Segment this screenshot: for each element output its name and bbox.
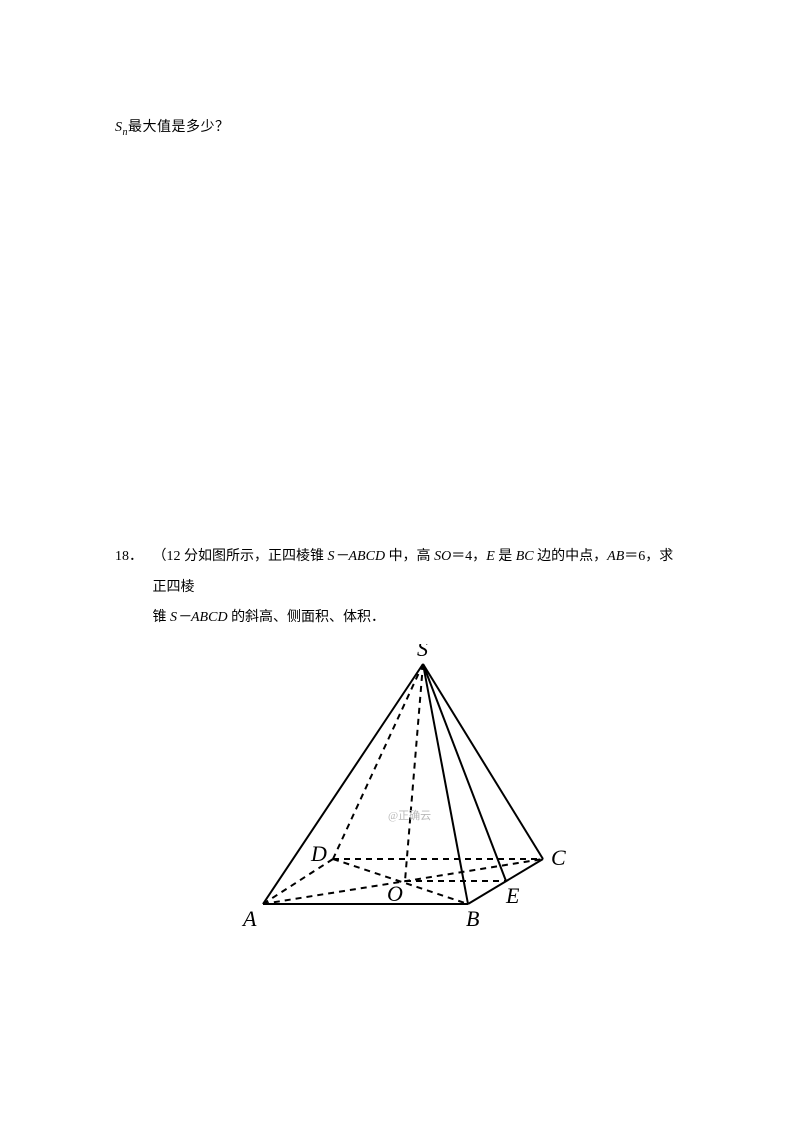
q18-t6: 的斜高、侧面积、体积． <box>228 610 386 625</box>
label-O: O <box>387 881 403 906</box>
label-B: B <box>466 906 479 931</box>
q18-t4: 边的中点， <box>534 549 608 564</box>
q18-e: E <box>486 549 495 564</box>
q18-body: （12 分如图所示，正四棱锥 S－ABCD 中，高 SO＝4，E 是 BC 边的… <box>153 542 683 634</box>
watermark: @正确云 <box>388 809 431 822</box>
q18-t1: （12 分如图所示，正四棱锥 <box>153 549 328 564</box>
figure-container: S A B C D O E @正确云 <box>115 644 690 957</box>
q18-eq1: ＝4， <box>451 549 486 564</box>
q18-so: SO <box>434 549 451 564</box>
q18-t5: 锥 <box>153 610 171 625</box>
q18-t2: 中，高 <box>385 549 434 564</box>
q18-ab: AB <box>607 549 624 564</box>
q18-sabcd2: S－ABCD <box>170 610 228 625</box>
label-D: D <box>310 841 327 866</box>
q17-text: 最大值是多少？ <box>128 120 230 135</box>
question-17-fragment: Sn最大值是多少？ <box>115 115 690 142</box>
pyramid-diagram: S A B C D O E @正确云 <box>223 644 583 944</box>
label-C: C <box>551 845 566 870</box>
q18-number: 18． <box>115 542 149 573</box>
q18-bc: BC <box>516 549 534 564</box>
label-A: A <box>241 906 257 931</box>
var-S: S <box>115 120 123 135</box>
question-18: 18． （12 分如图所示，正四棱锥 S－ABCD 中，高 SO＝4，E 是 B… <box>115 542 690 957</box>
q18-sabcd1: S－ABCD <box>328 549 386 564</box>
label-S: S <box>417 644 428 661</box>
q18-t3: 是 <box>495 549 516 564</box>
label-E: E <box>505 883 520 908</box>
